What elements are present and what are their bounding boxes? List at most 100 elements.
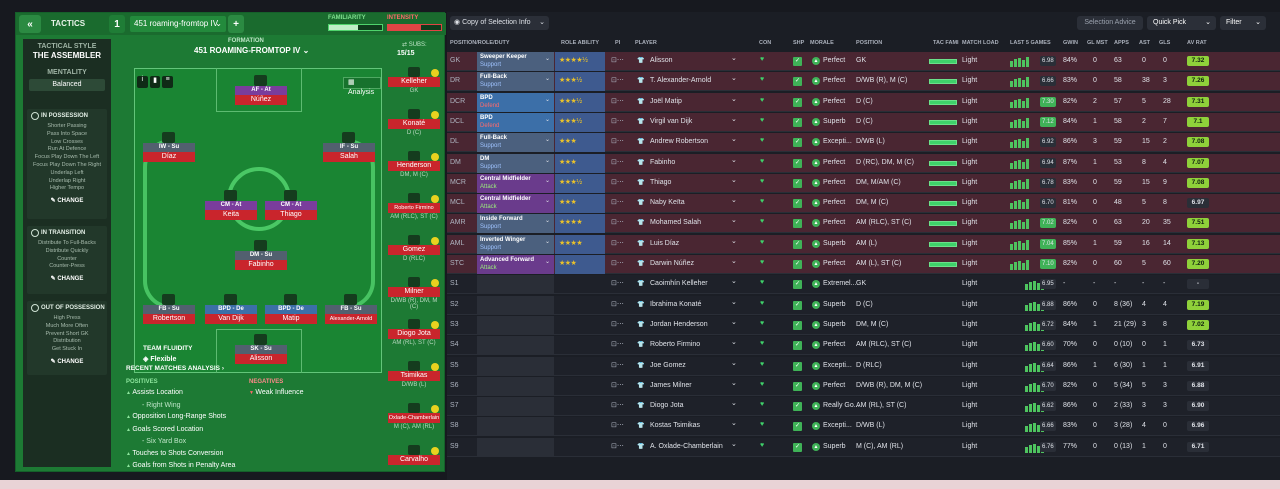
column-header[interactable]: GLS: [1159, 40, 1171, 46]
sub-player-card[interactable]: Carvalho: [388, 445, 440, 477]
quick-pick-button[interactable]: Quick Pick ⌄: [1147, 16, 1216, 30]
table-row[interactable]: DL Full-Back Support ⌄ ★★★ ⊡⋯ 👕 Andrew Robertso…: [447, 133, 1280, 153]
player-name[interactable]: Roberto Firmino: [650, 341, 701, 349]
player-instructions-icon[interactable]: ⊡⋯: [611, 219, 624, 227]
player-name[interactable]: Virgil van Dijk: [650, 117, 693, 125]
player-name[interactable]: Andrew Robertson: [650, 138, 708, 146]
table-row[interactable]: S3 ⊡⋯ 👕 Jordan Henderson ⌄ ♥ ✓ ▲ Superb DM, M (C)…: [447, 315, 1280, 335]
table-row[interactable]: S1 ⊡⋯ 👕 Caoimhín Kelleher ⌄ ♥ ✓ ▲ Extremel... GK L…: [447, 275, 1280, 295]
swap-arrow-icon[interactable]: [431, 321, 439, 329]
in-transition-change-button[interactable]: ✎ CHANGE: [27, 271, 107, 286]
tactic-name-dropdown[interactable]: 451 roaming-fromtop IV ⌄: [130, 16, 226, 32]
add-tactic-button[interactable]: +: [228, 15, 244, 33]
column-header[interactable]: TAC FAMI: [933, 40, 959, 46]
player-name[interactable]: A. Oxlade-Chamberlain: [650, 442, 723, 450]
player-name[interactable]: Alisson: [650, 57, 673, 64]
player-instructions-icon[interactable]: ⊡⋯: [611, 381, 624, 389]
column-header[interactable]: AST: [1139, 40, 1150, 46]
chevron-down-icon[interactable]: ⌄: [731, 197, 737, 205]
player-instructions-icon[interactable]: ⊡⋯: [611, 178, 624, 186]
table-row[interactable]: S9 ⊡⋯ 👕 A. Oxlade-Chamberlain ⌄ ♥ ✓ ▲ Superb M (C…: [447, 437, 1280, 457]
player-instructions-icon[interactable]: ⊡⋯: [611, 158, 624, 166]
table-row[interactable]: S7 ⊡⋯ 👕 Diogo Jota ⌄ ♥ ✓ ▲ Really Go... AM (RL), …: [447, 397, 1280, 417]
player-instructions-icon[interactable]: ⊡⋯: [611, 341, 624, 349]
sub-player-card[interactable]: Gomez D (RLC): [388, 235, 440, 267]
table-row[interactable]: GK Sweeper Keeper Support ⌄ ★★★★½ ⊡⋯ 👕 Alisson ⌄…: [447, 52, 1280, 71]
table-row[interactable]: AMR Inside Forward Support ⌄ ★★★★ ⊡⋯ 👕 Mohamed …: [447, 214, 1280, 234]
chevron-down-icon[interactable]: ⌄: [731, 176, 737, 184]
player-instructions-icon[interactable]: ⊡⋯: [611, 57, 624, 64]
chevron-down-icon[interactable]: ⌄: [731, 95, 737, 103]
chevron-down-icon[interactable]: ⌄: [731, 115, 737, 123]
player-name[interactable]: Joe Gomez: [650, 361, 686, 369]
player-card[interactable]: CM - At Thiago: [265, 190, 317, 223]
filter-button[interactable]: Filter ⌄: [1220, 16, 1266, 30]
analysis-button[interactable]: ▦ Analysis: [343, 77, 381, 96]
table-row[interactable]: S2 ⊡⋯ 👕 Ibrahima Konaté ⌄ ♥ ✓ ▲ Superb D (C) Light…: [447, 295, 1280, 315]
role-duty-cell[interactable]: Sweeper Keeper Support ⌄: [477, 52, 554, 71]
role-duty-cell[interactable]: Full-Back Support ⌄: [477, 133, 554, 153]
swap-arrow-icon[interactable]: [431, 447, 439, 455]
player-name[interactable]: Mohamed Salah: [650, 219, 701, 227]
chevron-down-icon[interactable]: ⌄: [731, 278, 737, 286]
table-row[interactable]: S8 ⊡⋯ 👕 Kostas Tsimikas ⌄ ♥ ✓ ▲ Excepti... D/WB (…: [447, 417, 1280, 437]
tactic-slot-number[interactable]: 1: [109, 15, 125, 33]
role-duty-cell[interactable]: Inverted Winger Support ⌄: [477, 234, 554, 254]
player-name[interactable]: Fabinho: [650, 158, 676, 166]
table-row[interactable]: STC Advanced Forward Attack ⌄ ★★★ ⊡⋯ 👕 Darwin N…: [447, 255, 1280, 274]
column-header[interactable]: CON: [759, 40, 772, 46]
swap-arrow-icon[interactable]: [431, 405, 439, 413]
column-header[interactable]: LAST 5 GAMES: [1010, 40, 1051, 46]
player-instructions-icon[interactable]: ⊡⋯: [611, 320, 624, 328]
role-duty-cell[interactable]: Central Midfielder Attack ⌄: [477, 194, 554, 214]
chevron-down-icon[interactable]: ⌄: [731, 55, 737, 62]
swap-arrow-icon[interactable]: [431, 363, 439, 371]
player-card[interactable]: FB - Su Alexander-Arnold: [325, 294, 377, 327]
chevron-down-icon[interactable]: ⌄: [731, 440, 737, 448]
player-instructions-icon[interactable]: ⊡⋯: [611, 77, 624, 85]
column-header[interactable]: PI: [615, 40, 621, 46]
player-instructions-icon[interactable]: ⊡⋯: [611, 442, 624, 450]
chevron-down-icon[interactable]: ⌄: [731, 318, 737, 326]
column-header[interactable]: SHP: [793, 40, 805, 46]
swap-arrow-icon[interactable]: [431, 279, 439, 287]
sub-player-card[interactable]: Oxlade-Chamberlain M (C), AM (RL): [388, 403, 440, 435]
bar-chart-icon[interactable]: ▮: [149, 76, 161, 88]
swap-arrow-icon[interactable]: [431, 153, 439, 161]
player-instructions-icon[interactable]: ⊡⋯: [611, 138, 624, 146]
player-name[interactable]: Thiago: [650, 178, 672, 186]
chevron-down-icon[interactable]: ⌄: [731, 400, 737, 408]
mentality-dropdown[interactable]: Balanced: [29, 79, 105, 91]
chevron-down-icon[interactable]: ⌄: [731, 237, 737, 245]
player-card[interactable]: SK - Su Alisson: [235, 334, 287, 367]
player-card[interactable]: BPD - De Matip: [265, 294, 317, 327]
view-dropdown[interactable]: ◉ Copy of Selection Info ⌄: [450, 16, 549, 30]
column-header[interactable]: MORALE: [810, 40, 834, 46]
chevron-down-icon[interactable]: ⌄: [731, 420, 737, 428]
player-card[interactable]: FB - Su Robertson: [143, 294, 195, 327]
player-instructions-icon[interactable]: ⊡⋯: [611, 199, 624, 207]
player-name[interactable]: Darwin Núñez: [650, 260, 694, 267]
swap-arrow-icon[interactable]: [431, 237, 439, 245]
sub-player-card[interactable]: Milner D/WB (R), DM, M (C): [388, 277, 440, 310]
chevron-down-icon[interactable]: ⌄: [731, 339, 737, 347]
role-duty-cell[interactable]: Inside Forward Support ⌄: [477, 214, 554, 234]
info-icon[interactable]: i: [137, 76, 148, 88]
swap-arrow-icon[interactable]: [431, 195, 439, 203]
column-header[interactable]: AV RAT: [1187, 40, 1207, 46]
player-name[interactable]: Caoimhín Kelleher: [650, 280, 708, 288]
player-instructions-icon[interactable]: ⊡⋯: [611, 117, 624, 125]
column-header[interactable]: GL MST: [1087, 40, 1108, 46]
role-duty-cell[interactable]: Full-Back Support ⌄: [477, 72, 554, 92]
swap-arrow-icon[interactable]: [431, 69, 439, 77]
chevron-down-icon[interactable]: ⌄: [731, 75, 737, 83]
player-instructions-icon[interactable]: ⊡⋯: [611, 239, 624, 247]
chevron-down-icon[interactable]: ⌄: [731, 379, 737, 387]
table-row[interactable]: DM DM Support ⌄ ★★★ ⊡⋯ 👕 Fabinho ⌄ ♥ ✓ ▲ Perfect D (R…: [447, 153, 1280, 173]
player-card[interactable]: IW - Su Díaz: [143, 132, 195, 165]
sub-player-card[interactable]: Diogo Jota AM (RL), ST (C): [388, 319, 440, 351]
player-instructions-icon[interactable]: ⊡⋯: [611, 361, 624, 369]
column-header[interactable]: POSITION: [856, 40, 883, 46]
player-name[interactable]: T. Alexander-Arnold: [650, 77, 712, 85]
player-instructions-icon[interactable]: ⊡⋯: [611, 260, 624, 267]
